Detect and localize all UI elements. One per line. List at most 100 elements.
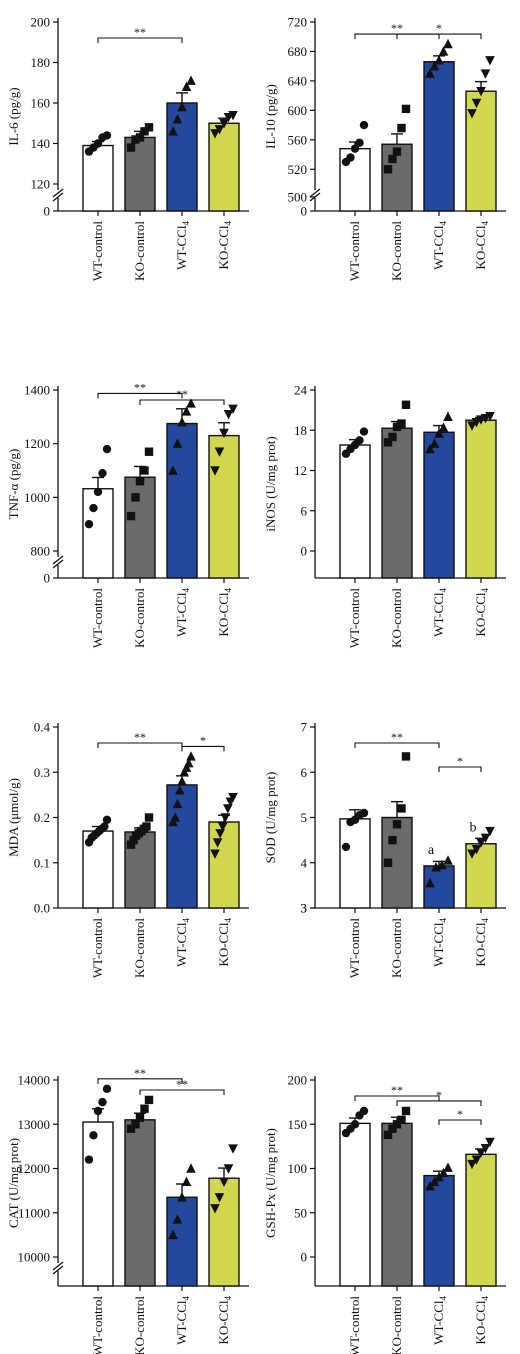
bar-ko-ccl4 <box>208 122 240 212</box>
point-square <box>135 1113 145 1122</box>
point-square <box>383 438 393 447</box>
y-tick-label: 5 <box>301 810 308 825</box>
x-tick-label: WT-control <box>347 1296 362 1354</box>
point-triangle <box>172 1214 183 1224</box>
point-square <box>392 820 402 829</box>
x-tick-label: KO-CCl4 <box>473 588 490 637</box>
y-tick-label: 3 <box>301 901 308 916</box>
significance-bracket <box>97 37 183 43</box>
point-triangle <box>174 785 185 795</box>
y-tick-label: 7 <box>301 720 308 735</box>
significance-bracket <box>354 742 440 748</box>
x-tick-label: WT-CCl4 <box>431 918 448 967</box>
point-triangle-down <box>467 1159 477 1170</box>
point-triangle <box>425 877 435 888</box>
y-tick-label: 800 <box>31 544 51 559</box>
x-tick-label: KO-CCl4 <box>473 221 490 270</box>
x-tick-label: KO-CCl4 <box>216 918 233 967</box>
bar-wt-control <box>82 488 114 579</box>
bar-ko-ccl4 <box>465 419 497 579</box>
chart-panel-inos: 0 6 12 18 24 iNOS (U/mg prot) WT-control KO-con… <box>263 383 506 648</box>
x-tick-label: KO-CCl4 <box>216 1296 233 1345</box>
point-circle <box>102 815 112 824</box>
point-circle <box>102 131 112 140</box>
y-tick-label: 13000 <box>18 1117 51 1132</box>
y-tick-label: 11000 <box>18 1205 50 1220</box>
point-circle <box>350 144 360 153</box>
point-triangle-down <box>223 804 233 814</box>
significance-bracket <box>438 766 482 772</box>
x-tick-label: WT-CCl4 <box>431 588 448 637</box>
axis-break-mark <box>52 188 64 198</box>
point-triangle-down <box>228 404 238 414</box>
point-circle <box>98 1097 107 1107</box>
point-triangle-down <box>467 849 477 859</box>
y-tick-label: 520 <box>288 162 308 177</box>
point-triangle-down <box>228 792 238 803</box>
x-tick-label: KO-control <box>389 221 404 281</box>
point-triangle-down <box>210 1204 220 1214</box>
significance-bracket <box>97 1078 183 1084</box>
x-tick-label: WT-control <box>90 918 105 979</box>
point-circle <box>359 427 369 436</box>
point-triangle <box>170 812 181 822</box>
x-tick-label: KO-CCl4 <box>216 221 233 270</box>
bar-ko-ccl4 <box>208 1177 240 1287</box>
point-circle <box>93 139 103 148</box>
point-triangle <box>429 438 440 448</box>
point-circle <box>359 120 369 130</box>
point-triangle <box>181 1176 192 1186</box>
y-tick-label: 24 <box>294 383 308 398</box>
x-tick-label: WT-control <box>90 1296 105 1354</box>
y-tick-label: 160 <box>31 96 51 111</box>
point-square <box>126 511 136 521</box>
point-triangle <box>177 417 187 427</box>
x-tick-label: KO-control <box>389 588 404 648</box>
y-tick-label: 3 <box>301 901 308 916</box>
x-tick-label: KO-control <box>132 1296 147 1354</box>
point-triangle-down <box>480 69 491 79</box>
point-triangle-down <box>215 829 225 839</box>
point-triangle-down <box>467 421 477 431</box>
significance-bracket <box>181 745 225 752</box>
axis-break-mark <box>52 559 64 569</box>
point-square <box>401 104 411 114</box>
point-circle <box>355 138 364 147</box>
point-triangle-down <box>223 1164 234 1174</box>
point-square <box>135 477 145 486</box>
point-triangle <box>434 55 444 65</box>
point-triangle-down <box>220 813 231 823</box>
axis-break-mark <box>52 555 64 565</box>
axis-break-mark <box>52 1261 64 1271</box>
point-circle <box>102 444 112 454</box>
point-triangle <box>443 38 453 49</box>
bar-ko-control <box>124 1119 156 1287</box>
y-tick-label: 0.2 <box>34 810 50 825</box>
point-square <box>140 127 149 136</box>
point-triangle <box>172 438 183 448</box>
bar-ko-ccl4 <box>208 821 240 909</box>
y-axis-label: iNOS (U/mg prot) <box>263 436 278 531</box>
x-tick-label: KO-control <box>389 1296 404 1354</box>
point-square <box>129 835 138 845</box>
y-tick-label: 1000 <box>24 490 50 505</box>
point-triangle-down <box>476 1148 486 1158</box>
point-triangle-down <box>471 98 482 109</box>
x-tick-label: KO-CCl4 <box>473 918 490 967</box>
point-triangle <box>434 428 444 438</box>
point-square <box>135 133 145 142</box>
point-triangle-down <box>476 87 486 97</box>
point-triangle <box>181 406 192 416</box>
point-triangle <box>172 798 183 809</box>
y-tick-label: 560 <box>288 132 308 147</box>
x-tick-label: WT-control <box>347 918 362 979</box>
y-axis-label: MDA (μmol/g) <box>6 778 21 857</box>
point-triangle-down <box>485 1137 495 1148</box>
point-triangle <box>186 751 196 761</box>
chart-panel-cat: 10000 11000 12000 13000 14000 CAT (U/mg prot)… <box>6 1066 249 1354</box>
y-tick-label: 50 <box>294 1205 307 1220</box>
y-tick-label: 180 <box>31 55 51 70</box>
point-triangle-down <box>212 838 223 848</box>
x-tick-label: WT-CCl4 <box>431 1296 448 1345</box>
